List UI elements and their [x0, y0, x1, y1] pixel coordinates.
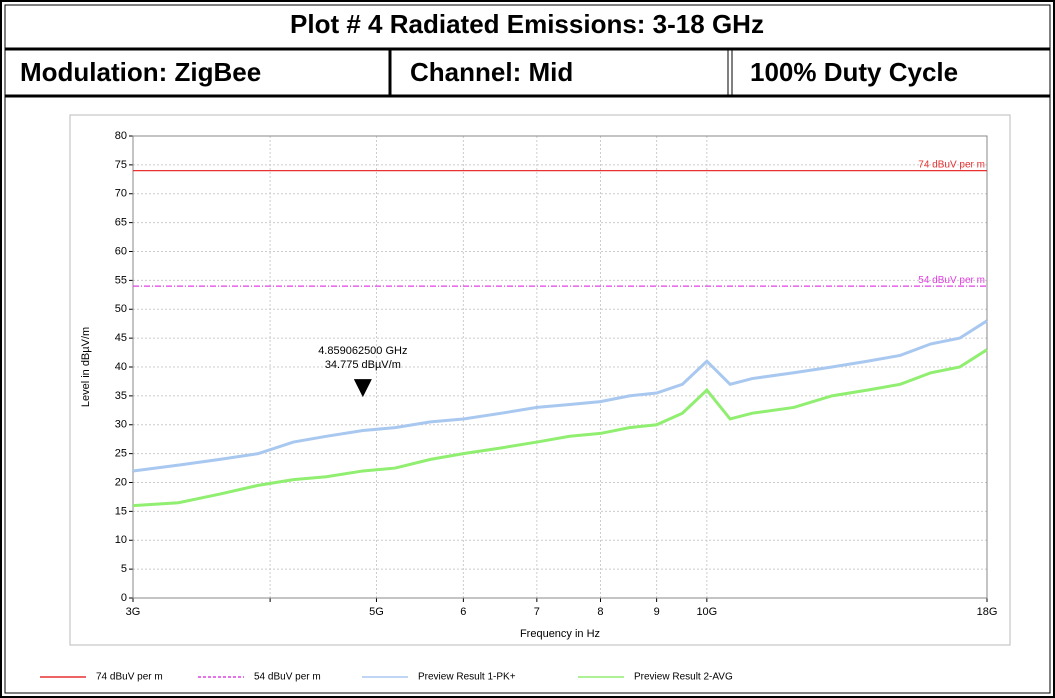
- header-cell: 100% Duty Cycle: [750, 57, 958, 87]
- x-tick-label: 9: [654, 606, 660, 618]
- legend-label: 54 dBuV per m: [254, 672, 321, 683]
- x-tick-label: 10G: [696, 606, 717, 618]
- y-tick-label: 15: [115, 505, 127, 517]
- limit-label: 54 dBuV per m: [918, 275, 985, 286]
- marker-label: 34.775 dBµV/m: [325, 359, 401, 371]
- legend-label: 74 dBuV per m: [96, 672, 163, 683]
- y-tick-label: 25: [115, 448, 127, 460]
- x-tick-label: 18G: [977, 606, 998, 618]
- y-tick-label: 10: [115, 534, 127, 546]
- y-tick-label: 45: [115, 332, 127, 344]
- marker-label: 4.859062500 GHz: [318, 345, 407, 357]
- header-cell: Channel: Mid: [410, 57, 573, 87]
- x-tick-label: 5G: [369, 606, 384, 618]
- y-tick-label: 40: [115, 361, 127, 373]
- y-tick-label: 5: [121, 563, 127, 575]
- series-line: [132, 319, 988, 473]
- x-tick-label: 6: [460, 606, 466, 618]
- x-tick-label: 7: [534, 606, 540, 618]
- y-tick-label: 0: [121, 592, 127, 604]
- y-tick-label: 60: [115, 245, 127, 257]
- y-tick-label: 75: [115, 159, 127, 171]
- y-tick-label: 30: [115, 419, 127, 431]
- plot-area: [132, 135, 988, 599]
- title: Plot # 4 Radiated Emissions: 3-18 GHz: [290, 9, 764, 39]
- y-axis-label: Level in dBµV/m: [80, 327, 92, 407]
- y-tick-label: 35: [115, 390, 127, 402]
- x-tick-label: 8: [597, 606, 603, 618]
- y-tick-label: 20: [115, 476, 127, 488]
- x-axis-label: Frequency in Hz: [520, 628, 600, 640]
- chart-panel: [69, 114, 1011, 646]
- legend-label: Preview Result 1-PK+: [418, 672, 516, 683]
- series-line: [132, 348, 988, 508]
- x-tick-label: 3G: [126, 606, 141, 618]
- marker: [353, 379, 372, 398]
- limit-label: 74 dBuV per m: [918, 159, 985, 170]
- y-tick-label: 70: [115, 188, 127, 200]
- y-tick-label: 80: [115, 130, 127, 142]
- y-tick-label: 65: [115, 217, 127, 229]
- y-tick-label: 50: [115, 303, 127, 315]
- legend-label: Preview Result 2-AVG: [634, 672, 733, 683]
- header-cell: Modulation: ZigBee: [20, 57, 261, 87]
- y-tick-label: 55: [115, 274, 127, 286]
- inner-frame: [4, 4, 1051, 694]
